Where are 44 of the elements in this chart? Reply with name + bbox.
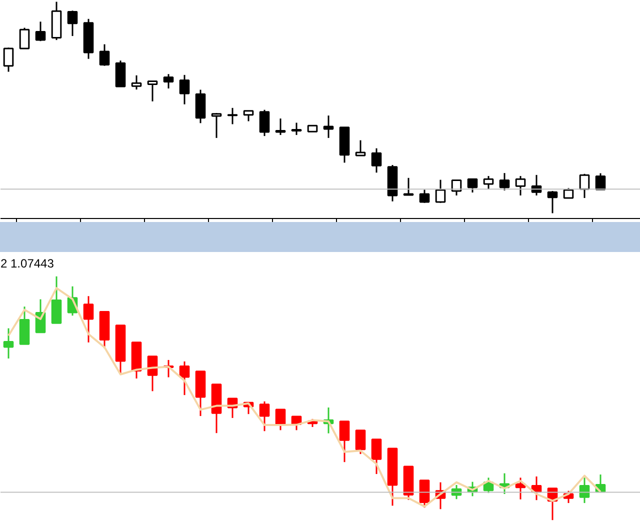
candlestick (19, 27, 30, 50)
candlestick (179, 74, 190, 106)
candlestick (547, 190, 558, 214)
candlestick (275, 118, 286, 136)
candlestick (579, 476, 590, 504)
candlestick (259, 109, 270, 137)
candlestick (595, 172, 606, 191)
candlestick (371, 148, 382, 174)
candlestick (419, 188, 430, 204)
candlestick (147, 80, 158, 102)
text: 2 1.07443 (0, 256, 54, 270)
candlestick (179, 360, 190, 396)
candlestick (131, 74, 142, 90)
candlestick (403, 177, 414, 196)
candlestick (499, 172, 510, 192)
candlestick (435, 179, 446, 204)
candlestick (3, 46, 14, 73)
candlestick (115, 60, 126, 88)
candlestick (99, 44, 110, 67)
candlestick (579, 173, 590, 199)
candlestick (451, 179, 462, 196)
candlestick (467, 178, 478, 194)
candlestick (563, 187, 574, 199)
candlestick (67, 10, 78, 37)
candlestick (83, 295, 94, 344)
candlestick (195, 88, 206, 124)
candlestick (371, 438, 382, 475)
candlestick (243, 110, 254, 122)
candlestick (515, 175, 526, 196)
candlestick (35, 20, 46, 42)
candlestick (51, 276, 62, 324)
candlestick (483, 175, 494, 190)
candlestick (355, 430, 366, 455)
candlestick (227, 107, 238, 125)
candlestick (259, 400, 270, 432)
candlestick (339, 420, 350, 463)
candlestick (3, 328, 14, 360)
candlestick (355, 140, 366, 156)
candlestick (211, 112, 222, 139)
candlestick (323, 114, 334, 139)
candlestick (163, 73, 174, 90)
candlestick (419, 480, 430, 508)
candlestick (291, 122, 302, 136)
candlestick (275, 408, 286, 431)
